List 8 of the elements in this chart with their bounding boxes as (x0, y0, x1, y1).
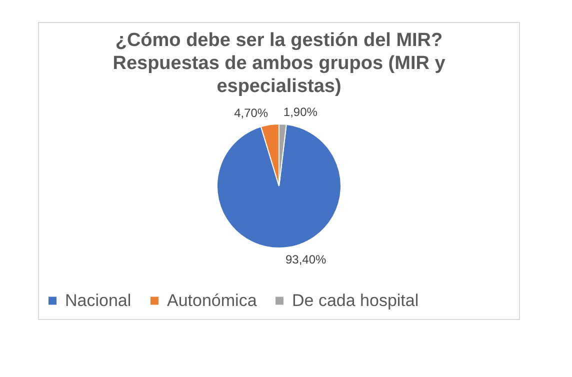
data-label: 1,90% (283, 105, 318, 120)
data-label: 4,70% (234, 106, 268, 120)
chart-title: ¿Cómo debe ser la gestión del MIR? Respuestas de ambos grupos (MIR y especialistas) (112, 30, 446, 97)
legend-label: Nacional (65, 290, 132, 310)
data-label: 93,40% (286, 252, 327, 267)
legend-label: De cada hospital (292, 290, 419, 310)
legend-label: Autonómica (167, 290, 258, 310)
pie-slice (216, 124, 342, 248)
